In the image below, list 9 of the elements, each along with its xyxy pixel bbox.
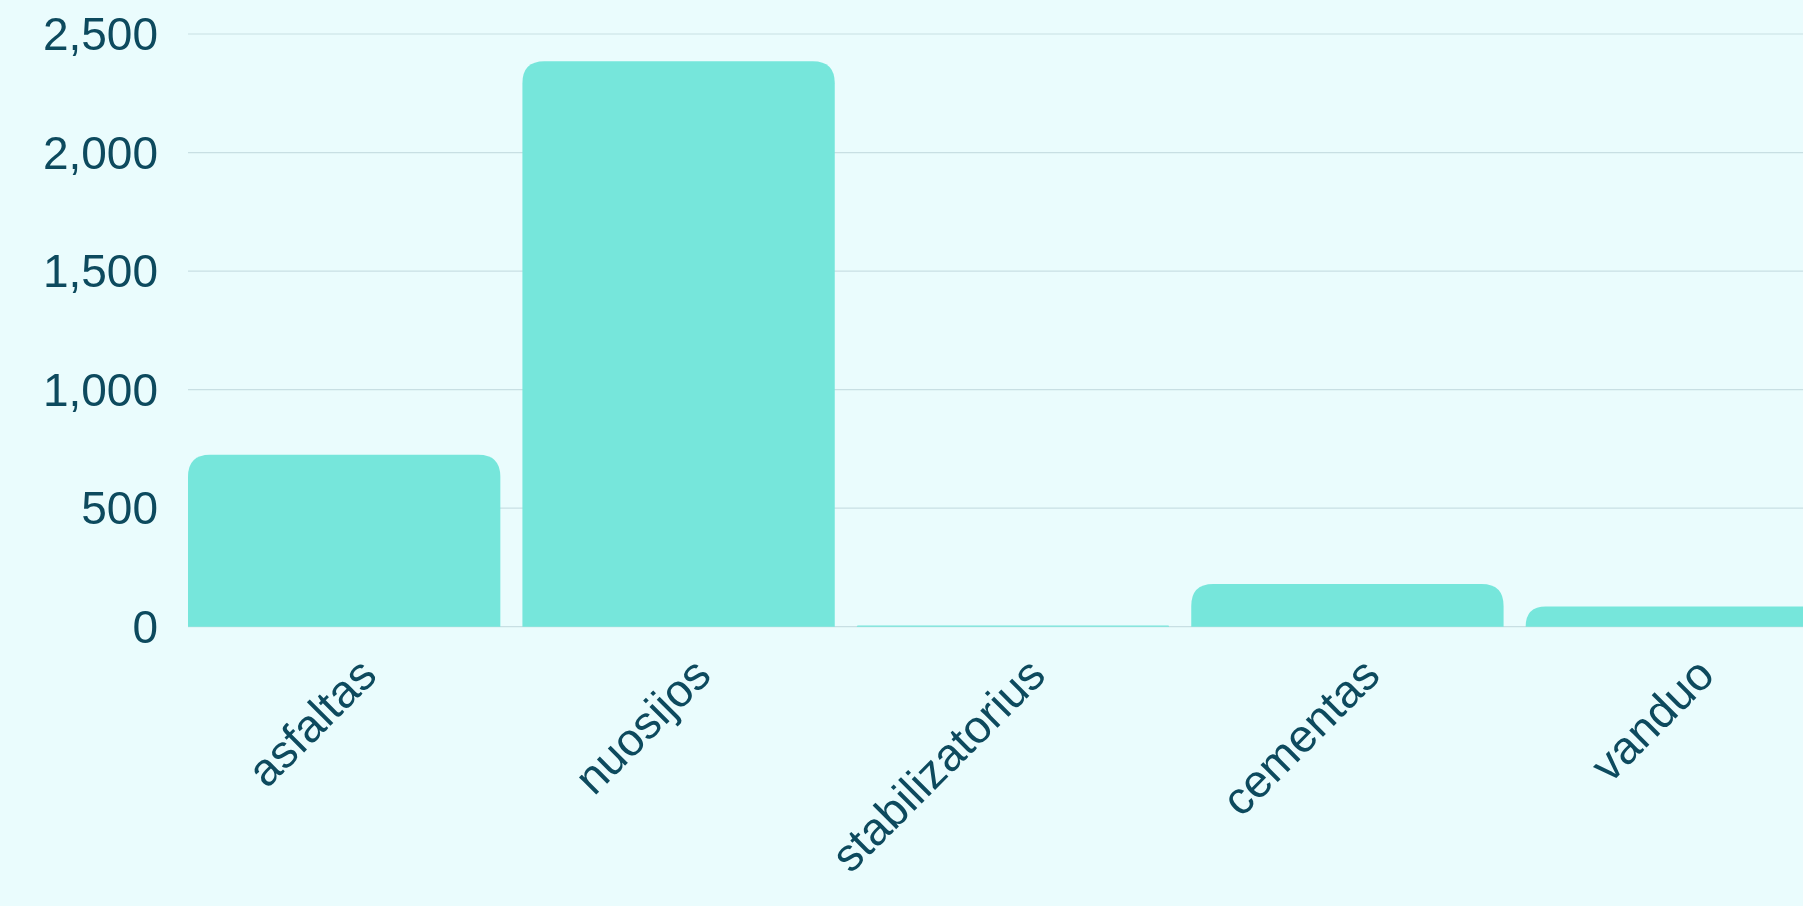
y-tick-label: 2,500 xyxy=(42,8,158,61)
y-tick-label: 500 xyxy=(81,482,158,535)
y-tick-label: 1,000 xyxy=(42,363,158,416)
y-tick-label: 2,000 xyxy=(42,126,158,179)
bar xyxy=(1191,584,1504,627)
y-tick-label: 0 xyxy=(132,600,158,653)
bar xyxy=(522,61,835,627)
y-tick-label: 1,500 xyxy=(42,245,158,298)
bar xyxy=(188,454,501,627)
